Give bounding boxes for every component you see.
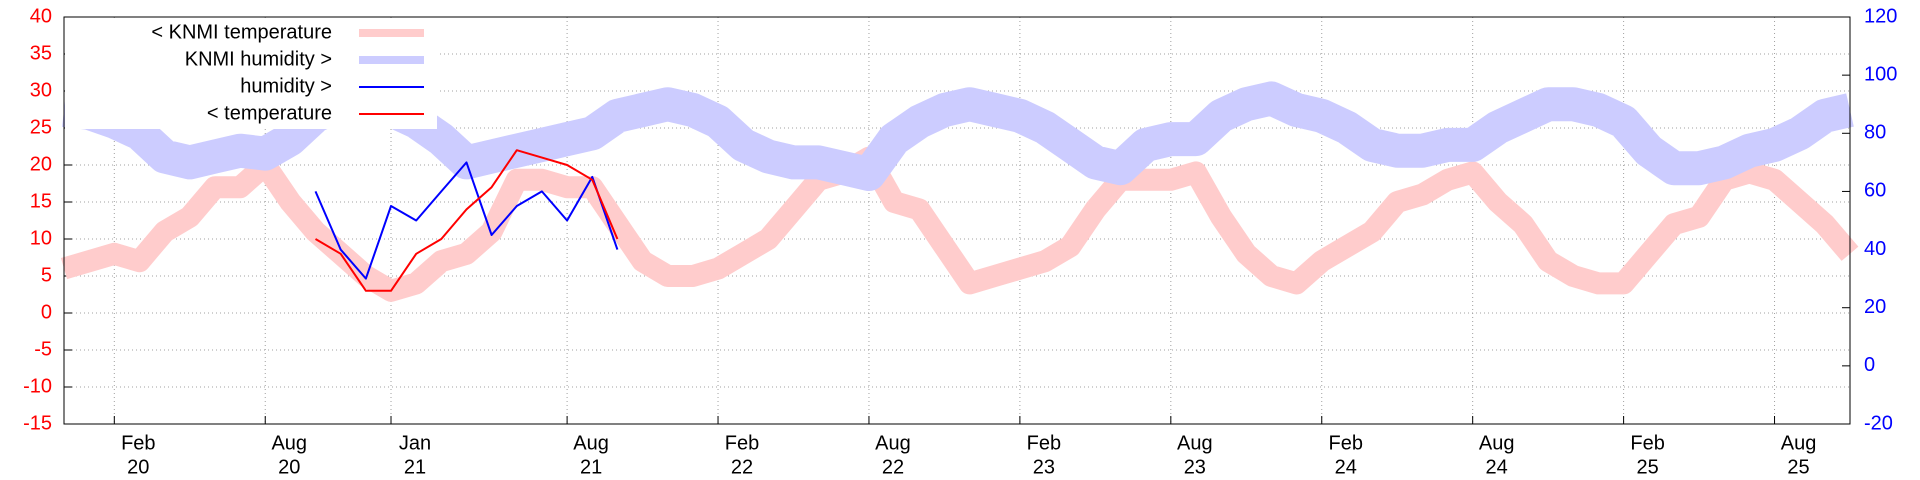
series-line (60, 146, 1859, 302)
x-tick-label: 22 (882, 456, 904, 478)
x-tick-label: 23 (1033, 456, 1055, 478)
x-tick-label: 21 (580, 456, 602, 478)
series-line (314, 161, 619, 280)
x-tick-label: Feb (1630, 432, 1664, 454)
y2-tick-label: -20 (1864, 412, 1893, 434)
y2-tick-label: 40 (1864, 238, 1886, 260)
y-tick-label: 15 (30, 190, 52, 212)
x-tick-label: Aug (573, 432, 609, 454)
x-tick-label: 20 (278, 456, 300, 478)
x-tick-label: Aug (1781, 432, 1817, 454)
x-tick-label: Feb (725, 432, 759, 454)
y-tick-label: 30 (30, 79, 52, 101)
x-tick-label: 25 (1636, 456, 1658, 478)
y-tick-label: 10 (30, 227, 52, 249)
legend-label: < temperature (207, 102, 332, 124)
legend-label: humidity > (240, 75, 332, 97)
legend-label: KNMI humidity > (185, 48, 332, 70)
x-tick-label: Feb (1027, 432, 1061, 454)
x-tick-label: Jan (399, 432, 431, 454)
x-tick-label: 20 (127, 456, 149, 478)
y2-tick-label: 100 (1864, 63, 1897, 85)
y-tick-label: 5 (41, 264, 52, 286)
legend: < KNMI temperature KNMI humidity > humidit… (65, 18, 437, 129)
x-tick-label: Aug (875, 432, 911, 454)
legend-label: < KNMI temperature (151, 21, 332, 43)
y-tick-label: 35 (30, 42, 52, 64)
y-tick-label: 20 (30, 153, 52, 175)
y2-tick-label: 20 (1864, 296, 1886, 318)
y-tick-label: 0 (41, 301, 52, 323)
x-tick-label: 25 (1787, 456, 1809, 478)
y-tick-label: -10 (23, 375, 52, 397)
x-tick-label: 23 (1184, 456, 1206, 478)
x-tick-label: Aug (271, 432, 307, 454)
x-tick-label: Aug (1479, 432, 1515, 454)
y-tick-label: -5 (34, 338, 52, 360)
x-tick-label: 22 (731, 456, 753, 478)
y2-tick-label: 120 (1864, 5, 1897, 27)
x-tick-label: Aug (1177, 432, 1213, 454)
x-tick-label: Feb (1329, 432, 1363, 454)
plot-frame (63, 16, 1851, 425)
y-tick-label: 40 (30, 5, 52, 27)
y-tick-label: 25 (30, 116, 52, 138)
y2-tick-label: 0 (1864, 354, 1875, 376)
x-tick-label: Feb (121, 432, 155, 454)
x-tick-label: 24 (1486, 456, 1508, 478)
x-tick-label: 21 (404, 456, 426, 478)
series-line (314, 149, 619, 292)
y-tick-label: -15 (23, 412, 52, 434)
x-tick-label: 24 (1335, 456, 1357, 478)
y2-tick-label: 80 (1864, 122, 1886, 144)
y2-tick-label: 60 (1864, 180, 1886, 202)
